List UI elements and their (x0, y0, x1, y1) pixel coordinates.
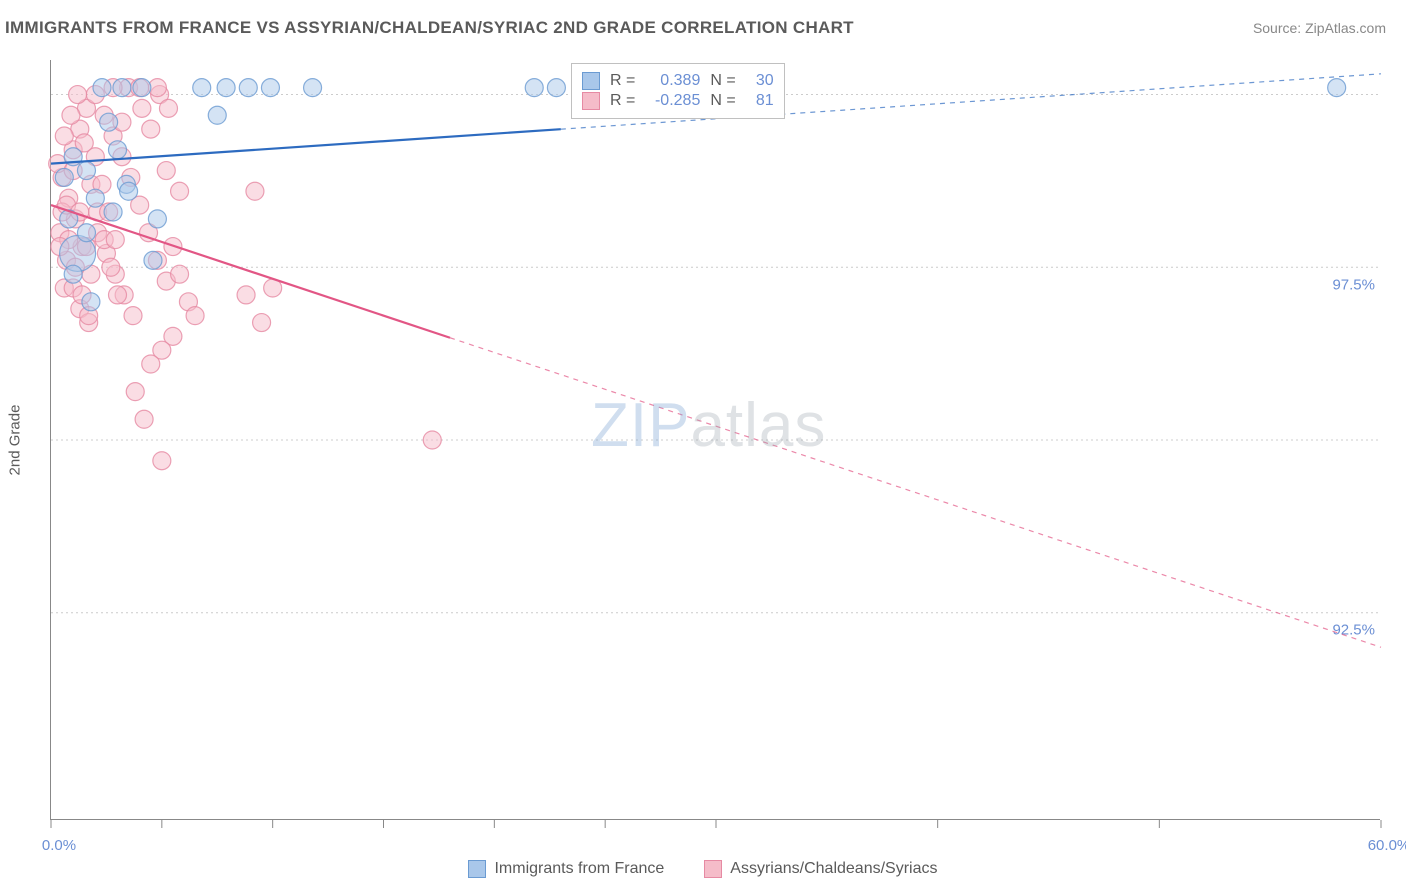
stats-row-2: R = -0.285 N = 81 (582, 92, 774, 110)
stats-swatch-series2 (582, 92, 600, 110)
y-axis-label: 2nd Grade (7, 405, 24, 476)
bottom-legend: Immigrants from France Assyrians/Chaldea… (0, 860, 1406, 878)
chart-title: IMMIGRANTS FROM FRANCE VS ASSYRIAN/CHALD… (5, 18, 854, 38)
svg-text:97.5%: 97.5% (1332, 276, 1375, 293)
svg-text:92.5%: 92.5% (1332, 622, 1375, 639)
legend-swatch-series1 (468, 860, 486, 878)
n-label-2: N = (710, 92, 735, 110)
n-value-1: 30 (746, 72, 774, 90)
plot-area: 92.5%97.5%0.0%60.0% ZIPatlas R = 0.389 N… (50, 60, 1380, 820)
r-label-1: R = (610, 72, 635, 90)
r-label-2: R = (610, 92, 635, 110)
plot-svg: 92.5%97.5%0.0%60.0% (51, 60, 1380, 819)
legend-label-series2: Assyrians/Chaldeans/Syriacs (730, 860, 937, 878)
n-label-1: N = (710, 72, 735, 90)
chart-container: IMMIGRANTS FROM FRANCE VS ASSYRIAN/CHALD… (0, 0, 1406, 892)
source-label: Source: ZipAtlas.com (1253, 20, 1386, 36)
svg-text:0.0%: 0.0% (42, 837, 76, 854)
legend-item-series2: Assyrians/Chaldeans/Syriacs (704, 860, 937, 878)
legend-swatch-series2 (704, 860, 722, 878)
stats-box: R = 0.389 N = 30 R = -0.285 N = 81 (571, 63, 785, 119)
title-row: IMMIGRANTS FROM FRANCE VS ASSYRIAN/CHALD… (5, 18, 1386, 38)
r-value-2: -0.285 (645, 92, 700, 110)
svg-text:60.0%: 60.0% (1368, 837, 1406, 854)
stats-swatch-series1 (582, 72, 600, 90)
n-value-2: 81 (746, 92, 774, 110)
legend-label-series1: Immigrants from France (494, 860, 664, 878)
legend-item-series1: Immigrants from France (468, 860, 664, 878)
stats-row-1: R = 0.389 N = 30 (582, 72, 774, 90)
r-value-1: 0.389 (645, 72, 700, 90)
